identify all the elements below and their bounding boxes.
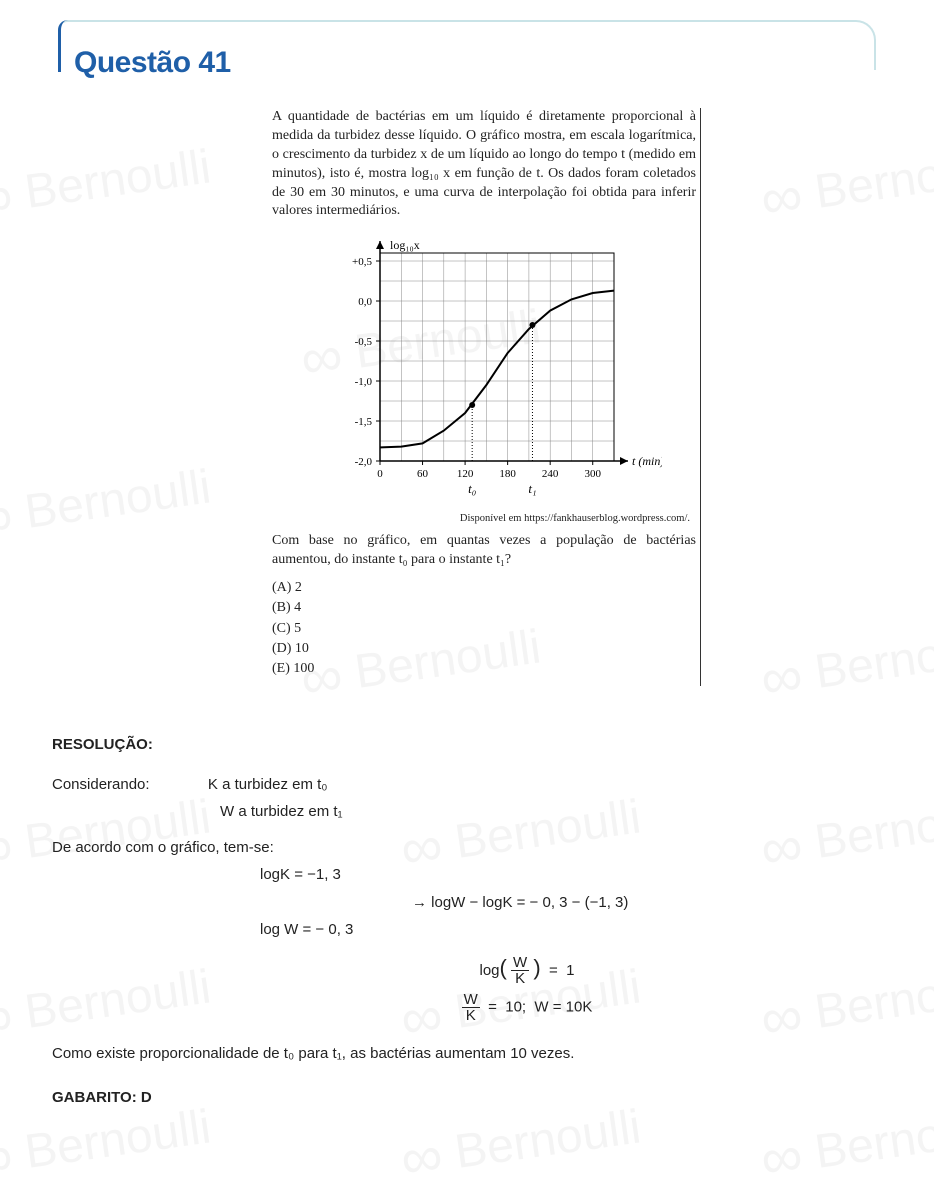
resolution-line2: De acordo com o gráfico, tem-se:: [52, 835, 882, 861]
resolution-eq2: log W = − 0, 3: [52, 917, 882, 943]
option-b: (B) 4: [272, 598, 696, 618]
resolution-eq3: log( WK ) = 1: [52, 949, 882, 987]
resolution-label: Considerando:: [52, 776, 150, 793]
svg-text:0: 0: [377, 468, 383, 480]
resolution-def-k: K a turbidez em t₀: [208, 776, 328, 793]
svg-text:240: 240: [542, 468, 559, 480]
svg-text:t (min): t (min): [632, 454, 662, 468]
option-c: (C) 5: [272, 619, 696, 639]
resolution-eq-arrow: → logW − logK = − 0, 3 − (−1, 3): [52, 890, 882, 916]
option-e: (E) 100: [272, 659, 696, 679]
resolution-def-w: W a turbidez em t₁: [52, 799, 882, 825]
question-title: Questão 41: [74, 46, 231, 80]
resolution-line: Considerando: K a turbidez em t₀: [52, 772, 882, 798]
svg-text:t₁: t₁: [528, 481, 536, 496]
svg-text:-2,0: -2,0: [355, 456, 373, 468]
svg-text:60: 60: [417, 468, 429, 480]
svg-text:+0,5: +0,5: [352, 256, 372, 268]
resolution-heading: RESOLUÇÃO:: [52, 732, 882, 758]
option-d: (D) 10: [272, 639, 696, 659]
watermark: ∞ Bernoulli: [757, 134, 934, 234]
chart-source: Disponível em https://fankhauserblog.wor…: [272, 512, 690, 526]
resolution-section: RESOLUÇÃO: Considerando: K a turbidez em…: [52, 732, 882, 1110]
gabarito: GABARITO: D: [52, 1085, 882, 1111]
svg-text:log₁₀x: log₁₀x: [390, 238, 420, 252]
options-list: (A) 2 (B) 4 (C) 5 (D) 10 (E) 100: [272, 578, 696, 679]
resolution-eq1: logK = −1, 3: [52, 862, 882, 888]
problem-paragraph: A quantidade de bactérias em um líquido …: [272, 108, 696, 221]
svg-text:t₀: t₀: [468, 481, 476, 496]
svg-text:300: 300: [584, 468, 601, 480]
svg-text:-1,5: -1,5: [355, 416, 373, 428]
svg-text:-0,5: -0,5: [355, 336, 373, 348]
vertical-divider: [700, 108, 701, 686]
watermark: ∞ Bernoulli: [0, 454, 215, 554]
watermark: ∞ Bernoulli: [757, 614, 934, 714]
resolution-conclusion: Como existe proporcionalidade de t₀ para…: [52, 1041, 882, 1067]
svg-text:180: 180: [499, 468, 516, 480]
watermark: ∞ Bernoulli: [0, 134, 215, 234]
svg-text:120: 120: [457, 468, 474, 480]
resolution-eq4: WK = 10; W = 10K: [52, 992, 882, 1023]
svg-text:0,0: 0,0: [358, 296, 372, 308]
log-chart: 0 60 120 180 240 300 -2,0 -1,5 -1,0 -0,5 0,0 +0,5 lo…: [332, 231, 662, 501]
svg-text:-1,0: -1,0: [355, 376, 373, 388]
problem-question: Com base no gráfico, em quantas vezes a …: [272, 532, 696, 570]
option-a: (A) 2: [272, 578, 696, 598]
problem-content: A quantidade de bactérias em um líquido …: [272, 108, 696, 680]
chart-container: 0 60 120 180 240 300 -2,0 -1,5 -1,0 -0,5 0,0 +0,5 lo…: [332, 231, 696, 508]
